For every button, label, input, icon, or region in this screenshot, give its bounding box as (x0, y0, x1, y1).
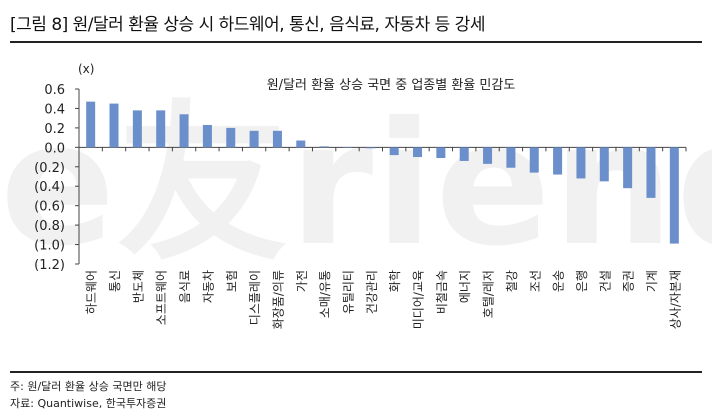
bar (529, 147, 539, 173)
bar (319, 146, 329, 148)
x-tick-label: 보험 (225, 270, 239, 292)
bar (296, 140, 306, 148)
x-tick-label: 자동차 (201, 270, 215, 303)
bar-chart: 0.6 0.4 0.2 0.0 (0.2) (0.4) (0.6) (0.8) (1.0) (1.… (34, 83, 687, 329)
x-tick-label: 하드웨어 (85, 270, 99, 314)
watermark: e友riend (0, 86, 712, 284)
note-text: 주: 원/달러 환율 상승 국면만 해당 (10, 380, 167, 393)
footer-rule (10, 371, 702, 373)
x-tick-label: 증권 (622, 270, 636, 292)
y-tick-label: 0.2 (44, 122, 65, 137)
chart-title: 원/달러 환율 상승 국면 중 업종별 환율 민감도 (266, 78, 516, 93)
bar (459, 147, 469, 161)
x-tick-label: 운송 (552, 270, 566, 292)
bar (389, 147, 399, 156)
x-tick-label: 은행 (574, 270, 589, 292)
x-tick-label: 유틸리티 (341, 270, 355, 314)
bar (366, 147, 376, 149)
y-tick-label: (0.2) (34, 161, 65, 176)
x-tick-label: 화장품/의류 (271, 270, 285, 329)
bar (249, 130, 259, 148)
bar (226, 127, 236, 148)
x-tick-label: 건설 (598, 270, 612, 292)
footnotes: 주: 원/달러 환율 상승 국면만 해당 자료: Quantiwise, 한국투… (10, 378, 166, 412)
x-tick-label: 소프트웨어 (155, 270, 169, 325)
x-tick-label: 건강관리 (365, 270, 379, 314)
bar (86, 101, 96, 148)
bar (646, 147, 656, 198)
title-rule (10, 41, 702, 43)
y-tick-label: (0.4) (34, 180, 65, 195)
y-tick-label: (0.6) (34, 200, 65, 215)
x-tick-label: 음식료 (178, 270, 192, 303)
x-tick-label: 철강 (505, 270, 519, 292)
bar (413, 147, 423, 158)
x-tick-label: 미디어/교육 (412, 270, 426, 329)
bar (669, 147, 679, 244)
y-tick-label: (1.2) (34, 258, 65, 273)
x-tick-label: 반도체 (131, 270, 145, 303)
bar (623, 147, 633, 189)
x-tick-label: 비철금속 (435, 270, 449, 314)
x-tick-label: 소매/유통 (318, 270, 332, 318)
y-tick-label: 0.4 (44, 102, 65, 117)
y-axis-unit: (x) (78, 62, 95, 76)
y-tick-label: (1.0) (34, 239, 65, 254)
bar (599, 147, 609, 182)
bar (553, 147, 563, 175)
y-tick-label: 0.6 (44, 83, 65, 98)
bar (342, 147, 352, 148)
bar (483, 147, 493, 164)
x-tick-label: 디스플레이 (248, 270, 262, 325)
y-tick-label: (0.8) (34, 219, 65, 234)
x-tick-label: 기계 (645, 270, 659, 292)
bar (132, 110, 142, 148)
x-tick-label: 화학 (388, 270, 402, 292)
bar (202, 124, 212, 148)
bar (272, 130, 282, 148)
source-text: 자료: Quantiwise, 한국투자증권 (10, 397, 167, 410)
bar (179, 114, 189, 148)
x-tick-label: 가전 (295, 270, 309, 292)
figure-title: [그림 8] 원/달러 환율 상승 시 하드웨어, 통신, 음식료, 자동차 등… (10, 15, 485, 35)
x-tick-label: 에너지 (458, 270, 472, 303)
y-tick-label: 0.0 (44, 141, 65, 156)
bar (109, 103, 119, 148)
bar (156, 110, 166, 148)
x-tick-label: 상사/자본재 (668, 270, 682, 329)
x-tick-label: 조선 (528, 270, 542, 292)
x-tick-label: 통신 (108, 270, 122, 292)
x-tick-label: 호텔/레저 (482, 270, 496, 318)
bar (436, 147, 446, 159)
bar (506, 147, 516, 168)
bar (576, 147, 586, 179)
